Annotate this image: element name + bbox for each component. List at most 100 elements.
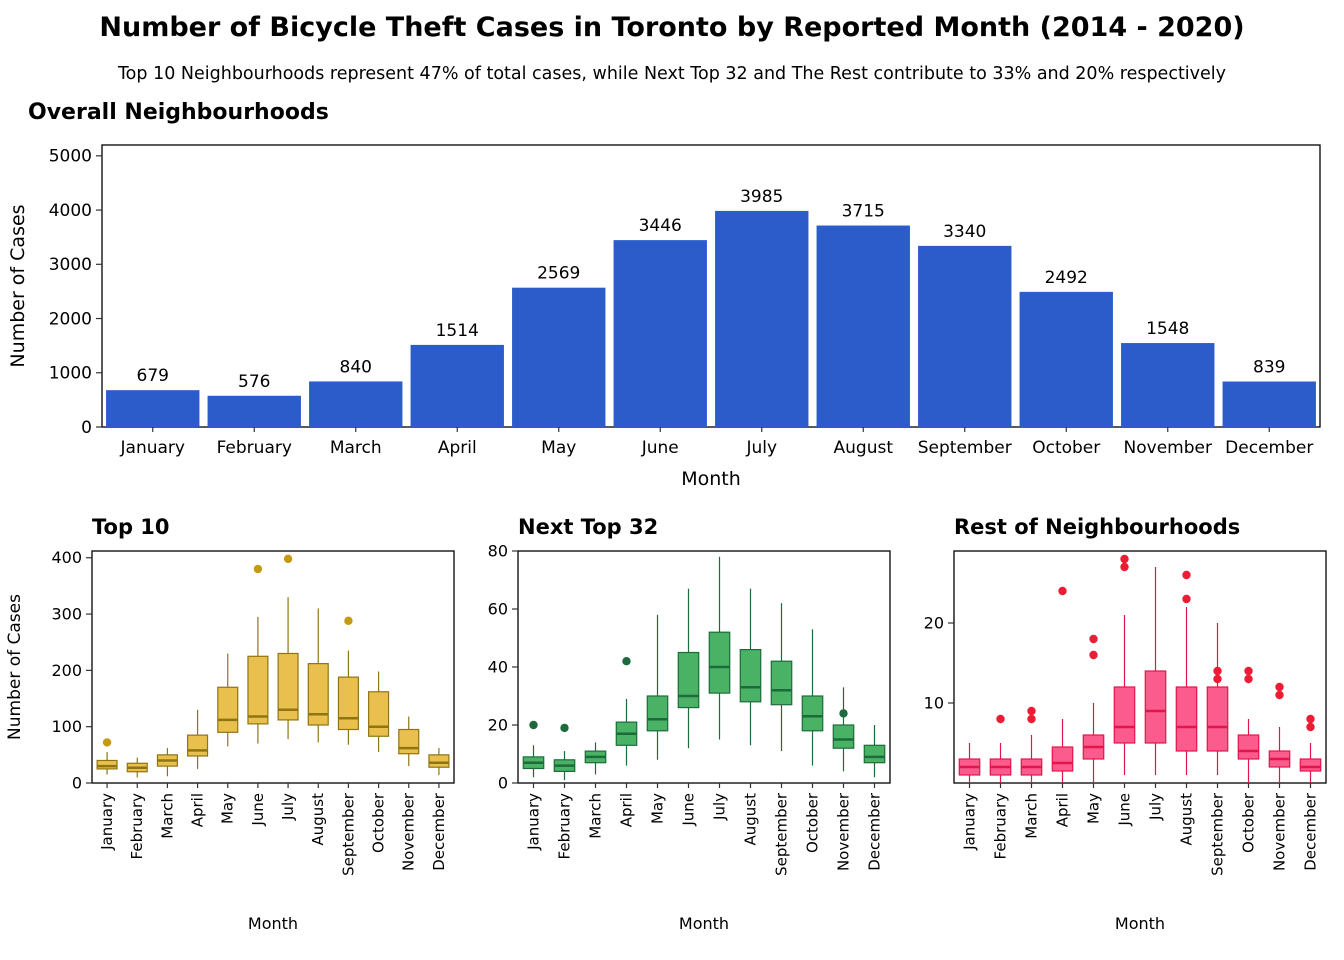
x-tick-label: February [217,438,292,458]
outlier-point [344,616,353,626]
rest-boxplot: 10 20 January February March April May June July… [924,550,1327,933]
y-tick-label: 400 [51,548,82,567]
top10-heading: Top 10 [92,515,170,539]
x-tick-label: April [617,793,635,827]
x-tick-label: January [524,793,542,851]
boxplot-box [1113,686,1136,744]
x-tick-label: May [648,793,666,824]
x-tick-label: February [991,793,1009,860]
boxplot-box [217,686,239,733]
bar [207,395,301,427]
x-tick-label: September [339,792,357,876]
boxplot-box [1144,670,1167,744]
x-tick-label: June [1115,793,1133,827]
x-tick-label: October [1239,792,1257,853]
x-tick-label: July [279,793,297,821]
x-tick-label: September [1208,792,1226,876]
x-tick-label: March [586,793,604,839]
x-tick-label: December [1301,792,1319,871]
outlier-point [1120,554,1129,564]
y-tick-label: 20 [488,715,508,734]
x-tick-label: December [865,792,883,871]
x-tick-label: January [98,793,116,851]
y-axis-title: Number of Cases [5,594,25,740]
page-title: Number of Bicycle Theft Cases in Toronto… [99,12,1245,43]
outlier-point [1275,690,1284,700]
x-tick-label: June [679,793,697,827]
y-tick-label: 10 [924,693,944,712]
outlier-point [1213,674,1222,684]
boxplot-box [277,652,299,721]
boxplot-box [832,724,855,749]
outlier-point [1089,634,1098,644]
y-tick-label: 80 [488,541,508,560]
top10-panel: Top 10 0 100 200 300 400 January February March… [0,515,464,943]
bar [816,225,910,427]
bar-value-label: 3715 [842,202,885,222]
x-tick-label: December [430,792,448,871]
x-tick-label: July [1146,793,1164,821]
outlier-point [102,738,112,747]
outlier-point [1213,666,1222,676]
rest-heading: Rest of Neighbourhoods [954,515,1241,539]
bar [1019,291,1113,427]
y-tick-label: 0 [72,773,82,792]
x-tick-label: November [1124,438,1212,458]
bar [1121,343,1215,427]
bar [613,240,707,427]
x-tick-label: May [1084,793,1102,824]
panel-border [91,550,455,784]
boxplot-box [247,655,269,725]
outlier-point [1182,594,1191,604]
outlier-point [1027,714,1036,724]
next32-boxplot: 0 20 40 60 80 January February March April May Jun… [488,541,891,933]
outlier-point [1306,722,1315,732]
y-tick-label: 100 [51,717,82,736]
boxplot-box [187,734,209,757]
outlier-point [253,564,263,574]
boxplot-box [1299,758,1322,772]
x-tick-label: April [1053,793,1071,827]
boxplot-box [96,759,118,770]
boxplot-box [1237,734,1260,760]
x-tick-label: June [249,793,267,827]
bar [1222,381,1316,427]
top10-boxplot: 0 100 200 300 400 January February March April Ma… [5,548,455,933]
outlier-point [1244,674,1253,684]
outlier-point [1244,666,1253,676]
x-tick-label: October [1032,438,1100,458]
x-tick-label: September [772,792,790,876]
y-tick-label: 0 [81,418,92,438]
x-tick-label: August [834,438,894,458]
boxplot-box [307,663,329,726]
y-tick-label: 0 [498,773,508,792]
rest-panel: Rest of Neighbourhoods 10 20 January Februa… [900,515,1336,943]
x-tick-label: November [400,792,418,871]
bar [106,390,200,427]
x-tick-label: January [960,793,978,851]
boxplot-box [677,651,700,709]
x-tick-label: February [555,793,573,860]
outlier-point [996,714,1005,724]
x-axis-title: Month [679,914,729,933]
boxplot-box [739,648,762,703]
y-tick-label: 60 [488,599,508,618]
x-tick-label: March [1022,793,1040,839]
boxplot-row: Top 10 0 100 200 300 400 January February March… [0,515,1344,943]
outlier-point [529,720,538,730]
outlier-point [283,554,293,564]
x-axis-title: Month [248,914,298,933]
x-axis-title: Month [681,468,741,490]
outlier-point [839,709,848,718]
y-tick-label: 3000 [49,255,92,275]
x-tick-label: March [330,438,382,458]
outlier-point [1027,706,1036,716]
x-tick-label: June [641,438,679,458]
boxplot-box [398,728,420,755]
bar-value-label: 3985 [740,187,783,207]
bar-value-label: 2569 [537,264,580,284]
x-tick-label: November [1270,792,1288,871]
x-tick-label: May [219,793,237,824]
bar-value-label: 3340 [943,222,986,242]
